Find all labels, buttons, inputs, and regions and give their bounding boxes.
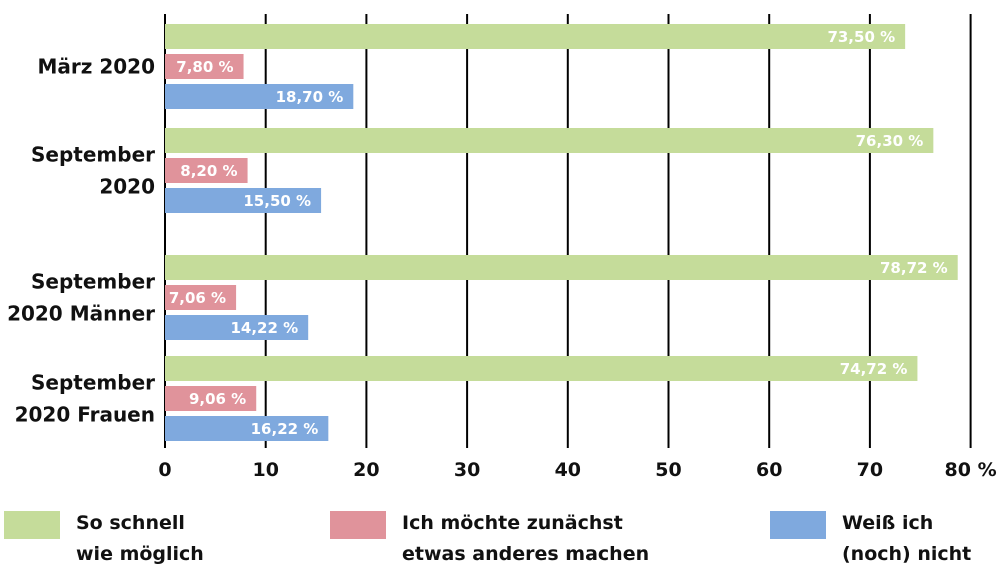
x-tick-label: 50 (655, 459, 681, 481)
legend-item-other: Ich möchte zunächst etwas anderes machen (330, 508, 649, 570)
bar-fast (165, 356, 918, 381)
bar-other (165, 386, 257, 411)
data-label: 74,72 % (840, 360, 908, 378)
bar-fast (165, 255, 958, 280)
bar-unknown (165, 84, 354, 109)
x-tick-label: 80 % (945, 459, 997, 481)
bar-other (165, 158, 248, 183)
bar-fast (165, 128, 934, 153)
x-tick-label: 70 (857, 459, 883, 481)
category-label: September 2020 Männer (7, 270, 155, 326)
x-tick-label: 0 (158, 459, 171, 481)
bar-other (165, 285, 237, 310)
category-label: September 2020 Frauen (15, 371, 156, 427)
legend-label-fast: So schnell wie möglich (76, 512, 204, 565)
legend-swatch-other (330, 511, 386, 539)
data-label: 73,50 % (827, 28, 895, 46)
data-label: 15,50 % (243, 192, 311, 210)
bar-chart: 0 10 20 30 40 50 60 70 80 % 73,50 % 7,80 % 18,70 % M… (7, 14, 997, 481)
data-label: 16,22 % (251, 420, 319, 438)
data-label: 76,30 % (856, 132, 924, 150)
bar-fast (165, 24, 906, 49)
category-label: September 2020 (31, 143, 155, 199)
bar-unknown (165, 315, 309, 340)
legend-item-fast: So schnell wie möglich (4, 508, 204, 570)
bar-unknown (165, 188, 322, 213)
x-tick-label: 60 (756, 459, 782, 481)
data-label: 8,20 % (180, 162, 237, 180)
x-tick-label: 20 (353, 459, 379, 481)
data-label: 18,70 % (276, 88, 344, 106)
legend-item-unknown: Weiß ich (noch) nicht (770, 508, 971, 570)
data-label: 7,80 % (176, 58, 233, 76)
x-tick-label: 30 (454, 459, 480, 481)
x-tick-label: 40 (555, 459, 581, 481)
category-label: März 2020 (37, 55, 155, 79)
legend-label-other: Ich möchte zunächst etwas anderes machen (402, 512, 650, 565)
data-label: 14,22 % (230, 319, 298, 337)
bar-other (165, 54, 244, 79)
x-tick-label: 10 (252, 459, 278, 481)
legend-swatch-unknown (770, 511, 826, 539)
data-label: 7,06 % (169, 289, 226, 307)
legend-swatch-fast (4, 511, 60, 539)
legend-label-unknown: Weiß ich (noch) nicht (842, 512, 972, 565)
data-label: 78,72 % (880, 259, 948, 277)
bar-unknown (165, 416, 329, 441)
data-label: 9,06 % (189, 390, 246, 408)
